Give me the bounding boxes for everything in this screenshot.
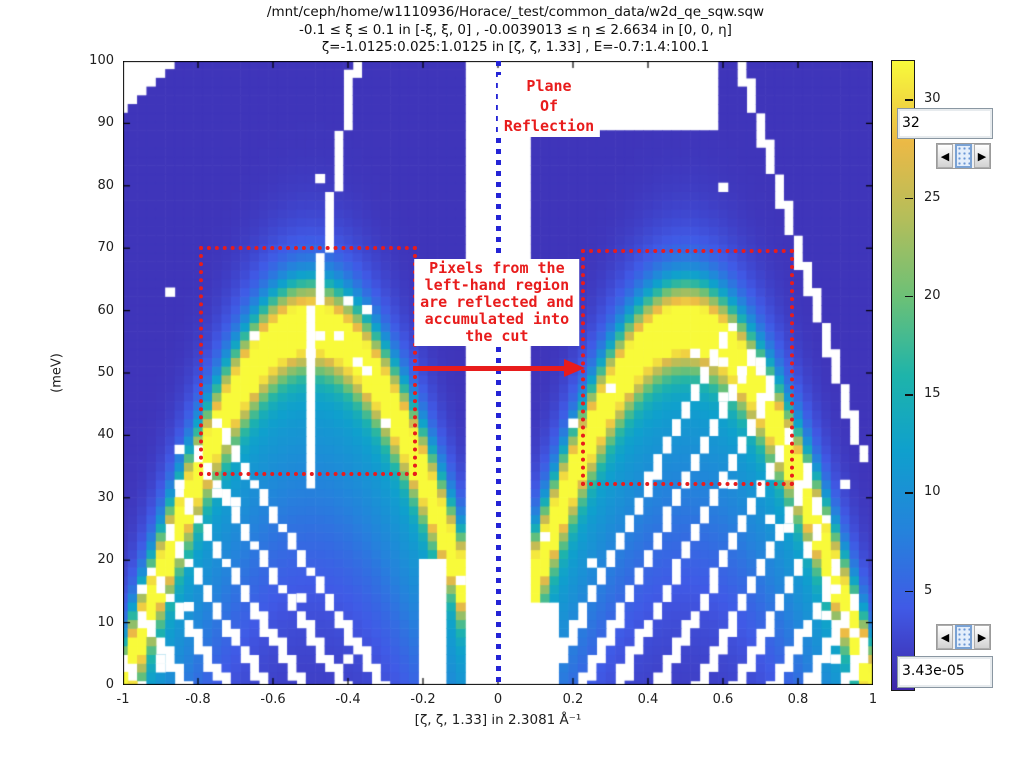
x-axis-label: [ζ, ζ, 1.33] in 2.3081 Å⁻¹ xyxy=(414,712,582,728)
title-line-1: /mnt/ceph/home/w1110936/Horace/_test/com… xyxy=(266,4,765,20)
pixels-label-line: left-hand region xyxy=(424,276,570,295)
x-tick-label: 0.6 xyxy=(712,692,734,707)
title-line-3: ζ=-1.0125:0.025:1.0125 in [ζ, ζ, 1.33] ,… xyxy=(321,39,710,55)
clim-max-scrollbar-thumb[interactable] xyxy=(955,144,972,168)
plane-of-reflection-label: Plane Of Reflection xyxy=(497,74,601,137)
y-tick-label: 0 xyxy=(105,677,114,692)
reflection-arrow-head-icon xyxy=(564,359,585,377)
y-tick-label: 70 xyxy=(97,240,114,256)
right-arrow-icon: ▶ xyxy=(977,630,987,644)
plane-label-line: Of xyxy=(539,96,559,115)
pixels-label-line: the cut xyxy=(465,327,529,346)
colorbar-tick-label: 30 xyxy=(924,91,941,107)
colorbar-tick xyxy=(905,394,913,396)
clim-min-scrollbar-thumb[interactable] xyxy=(955,625,972,649)
clim-min-scrollbar-right-button[interactable]: ▶ xyxy=(974,625,990,649)
clim-min-scrollbar-left-button[interactable]: ◀ xyxy=(937,625,953,649)
plane-label-line: Reflection xyxy=(503,116,595,135)
y-tick-label: 50 xyxy=(97,365,114,380)
left-arrow-icon: ◀ xyxy=(940,149,950,163)
colorbar-tick xyxy=(905,492,913,494)
clim-max-scrollbar-right-button[interactable]: ▶ xyxy=(974,144,990,168)
clim-max-input[interactable]: 32 xyxy=(897,108,993,139)
pixels-label-line: are reflected and xyxy=(420,293,574,312)
left-arrow-icon: ◀ xyxy=(940,630,950,644)
colorbar-tick xyxy=(905,590,913,593)
colorbar-tick xyxy=(905,295,913,298)
left-region-annotation-rect xyxy=(198,246,417,477)
colorbar-tick-label: 25 xyxy=(924,189,941,205)
x-tick-label: 1 xyxy=(868,692,878,707)
colorbar-tick-label: 15 xyxy=(924,386,941,402)
x-tick-label: -1 xyxy=(116,692,130,707)
right-region-annotation-rect xyxy=(581,249,795,487)
x-tick-label: 0.4 xyxy=(637,692,659,707)
y-tick-label: 20 xyxy=(97,552,114,568)
plane-label-line: Plane xyxy=(526,76,572,95)
pixels-label-line: accumulated into xyxy=(424,310,570,329)
colorbar-tick-label: 10 xyxy=(924,484,941,500)
y-tick-label: 30 xyxy=(97,489,114,505)
colorbar-tick xyxy=(905,99,913,101)
colorbar xyxy=(891,60,915,691)
x-tick-label: 0.2 xyxy=(562,692,584,707)
clim-max-scrollbar-left-button[interactable]: ◀ xyxy=(937,144,953,168)
y-tick-label: 100 xyxy=(89,53,114,68)
x-tick-label: -0.8 xyxy=(185,692,211,707)
x-tick-label: 0.8 xyxy=(787,692,809,707)
x-tick-label: -0.4 xyxy=(335,692,361,707)
y-tick-label: 40 xyxy=(97,427,114,443)
colorbar-tick-label: 20 xyxy=(924,287,941,303)
clim-max-scrollbar[interactable]: ◀ ▶ xyxy=(936,143,991,169)
pixels-label-line: Pixels from the xyxy=(429,259,565,278)
pixels-annotation-label: Pixels from the left-hand region are ref… xyxy=(414,259,580,347)
y-axis-label: (meV) xyxy=(49,353,65,393)
y-tick-label: 10 xyxy=(97,614,114,630)
x-tick-label: 0 xyxy=(493,692,503,707)
clim-min-input[interactable]: 3.43e-05 xyxy=(897,656,993,688)
reflection-arrow-line xyxy=(412,365,565,371)
plane-of-reflection-line xyxy=(495,61,501,685)
plot-title: /mnt/ceph/home/w1110936/Horace/_test/com… xyxy=(0,4,1031,57)
x-tick-label: -0.2 xyxy=(410,692,436,707)
clim-min-scrollbar[interactable]: ◀ ▶ xyxy=(936,624,991,650)
y-tick-label: 60 xyxy=(97,302,114,318)
colorbar-tick-label: 5 xyxy=(924,582,933,598)
x-tick-label: -0.6 xyxy=(260,692,286,707)
title-line-2: -0.1 ≤ ξ ≤ 0.1 in [-ξ, ξ, 0] , -0.003901… xyxy=(299,21,732,38)
right-arrow-icon: ▶ xyxy=(977,149,987,163)
colorbar-tick xyxy=(905,197,913,200)
y-tick-label: 80 xyxy=(97,177,114,193)
y-tick-label: 90 xyxy=(97,115,114,131)
